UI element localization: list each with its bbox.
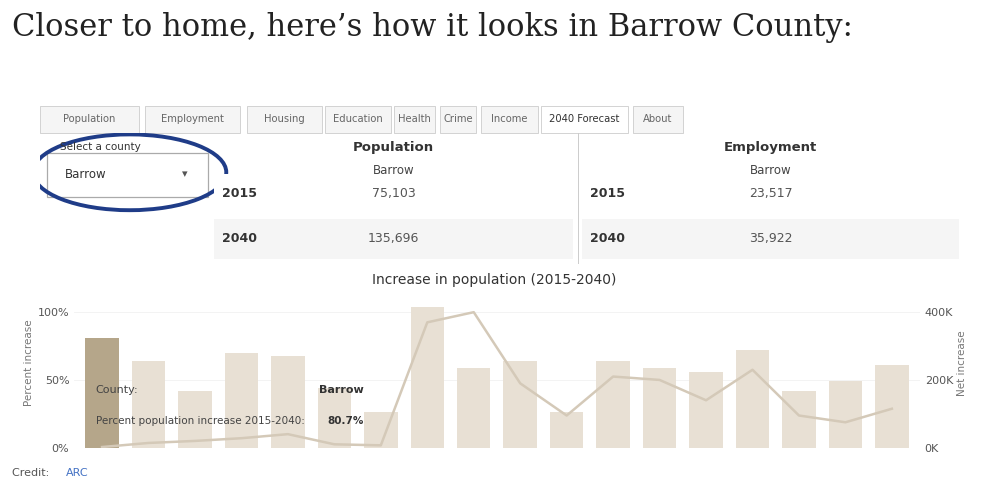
Text: ▾: ▾ <box>182 169 188 179</box>
FancyBboxPatch shape <box>215 219 573 258</box>
Bar <box>875 365 909 448</box>
Bar <box>85 338 119 448</box>
Text: Population: Population <box>353 141 434 154</box>
Bar <box>503 361 537 448</box>
Text: Crime: Crime <box>443 114 473 124</box>
Text: Income: Income <box>492 114 528 124</box>
Y-axis label: Percent increase: Percent increase <box>24 320 34 406</box>
FancyBboxPatch shape <box>246 106 322 133</box>
Text: Health: Health <box>398 114 431 124</box>
Text: 135,696: 135,696 <box>368 232 419 245</box>
Text: 2040: 2040 <box>222 232 257 245</box>
Bar <box>829 381 862 448</box>
Bar <box>178 391 212 448</box>
Text: Barrow: Barrow <box>750 165 791 178</box>
Text: Employment: Employment <box>161 114 225 124</box>
FancyBboxPatch shape <box>394 106 435 133</box>
Text: County:: County: <box>96 385 138 395</box>
Text: 35,922: 35,922 <box>749 232 792 245</box>
Text: Employment: Employment <box>724 141 817 154</box>
Text: 2040: 2040 <box>589 232 625 245</box>
Text: Barrow: Barrow <box>319 385 364 395</box>
FancyBboxPatch shape <box>583 174 959 215</box>
FancyBboxPatch shape <box>583 219 959 258</box>
FancyBboxPatch shape <box>633 106 683 133</box>
Bar <box>596 361 630 448</box>
Bar <box>271 356 305 448</box>
Bar <box>689 372 723 448</box>
Text: Credit:: Credit: <box>12 468 52 478</box>
FancyBboxPatch shape <box>481 106 538 133</box>
Text: 23,517: 23,517 <box>749 187 792 200</box>
FancyBboxPatch shape <box>440 106 477 133</box>
Bar <box>317 388 351 448</box>
Bar <box>132 361 165 448</box>
Text: Barrow: Barrow <box>373 165 414 178</box>
FancyBboxPatch shape <box>46 152 208 197</box>
Text: Housing: Housing <box>264 114 305 124</box>
Bar <box>364 412 398 448</box>
Text: 80.7%: 80.7% <box>327 416 364 426</box>
Bar <box>643 368 676 448</box>
Text: 2015: 2015 <box>589 187 625 200</box>
Text: Increase in population (2015-2040): Increase in population (2015-2040) <box>372 273 617 287</box>
Text: Barrow: Barrow <box>65 168 107 181</box>
FancyBboxPatch shape <box>324 106 391 133</box>
Text: 75,103: 75,103 <box>372 187 415 200</box>
Bar <box>550 412 584 448</box>
Text: 2015: 2015 <box>222 187 257 200</box>
Text: Closer to home, here’s how it looks in Barrow County:: Closer to home, here’s how it looks in B… <box>12 12 853 43</box>
Bar <box>225 353 258 448</box>
Y-axis label: Net increase: Net increase <box>957 330 967 396</box>
Bar <box>782 391 816 448</box>
Text: Population: Population <box>63 114 116 124</box>
Bar <box>736 350 769 448</box>
Bar <box>410 307 444 448</box>
FancyBboxPatch shape <box>40 106 138 133</box>
Text: Education: Education <box>333 114 383 124</box>
FancyBboxPatch shape <box>145 106 240 133</box>
Text: About: About <box>644 114 673 124</box>
FancyBboxPatch shape <box>215 174 573 215</box>
Text: 2040 Forecast: 2040 Forecast <box>549 114 620 124</box>
Bar <box>457 368 491 448</box>
Text: Percent population increase 2015-2040:: Percent population increase 2015-2040: <box>96 416 305 426</box>
Text: ARC: ARC <box>66 468 89 478</box>
FancyBboxPatch shape <box>541 106 628 133</box>
Text: Select a county: Select a county <box>59 142 140 152</box>
